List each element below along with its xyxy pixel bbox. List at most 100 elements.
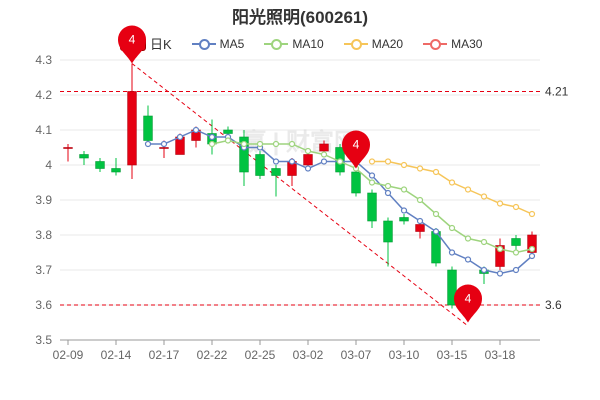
candle-body <box>351 171 361 194</box>
x-tick-label: 03-15 <box>437 348 468 362</box>
legend-item-ma10[interactable]: MA10 <box>264 37 324 51</box>
y-tick-label: 4.1 <box>35 123 52 137</box>
ma5-point <box>512 266 520 274</box>
y-tick-label: 4 <box>45 158 52 172</box>
ma10-point <box>432 210 440 218</box>
ma10-point <box>416 196 424 204</box>
ma20-legend-icon <box>343 38 368 50</box>
candle <box>143 105 153 144</box>
ma5-point <box>320 158 328 165</box>
ma5-point <box>528 252 536 260</box>
legend: 日K MA5 MA10 MA20 MA30 <box>120 34 502 53</box>
legend-item-ma30[interactable]: MA30 <box>423 37 482 51</box>
ma5-point <box>368 172 376 179</box>
ma10-point <box>496 245 504 253</box>
x-tick-label: 03-18 <box>485 348 516 362</box>
candle-body <box>223 129 233 134</box>
pin-marker-label: 4 <box>129 33 136 47</box>
ma20-point <box>464 186 472 193</box>
ma5-point <box>464 256 472 263</box>
ma20-point <box>512 203 520 211</box>
x-tick-label: 03-07 <box>341 348 372 362</box>
candle <box>527 231 537 256</box>
ma10-point <box>240 140 248 148</box>
ma5-legend-icon <box>191 38 216 50</box>
candle <box>63 144 73 162</box>
candle <box>255 151 265 179</box>
y-tick-label: 4.3 <box>35 53 52 67</box>
ma5-point <box>400 207 408 214</box>
ma5-point <box>304 165 312 172</box>
ma10-point <box>464 235 472 242</box>
candle-body <box>447 269 457 306</box>
pin-marker-label: 4 <box>353 138 360 152</box>
ma20-point <box>528 210 536 218</box>
candle <box>447 266 457 309</box>
pin-marker-shape <box>118 25 146 64</box>
y-tick-label: 3.7 <box>35 263 52 277</box>
legend-ma20-label: MA20 <box>371 36 404 51</box>
candle-body <box>271 168 281 176</box>
reference-line-label: 4.21 <box>545 85 569 99</box>
ma5-point <box>432 228 440 235</box>
candle <box>127 63 137 179</box>
ma5-point <box>288 158 296 165</box>
legend-ma30-label: MA30 <box>451 36 483 51</box>
ma10-point <box>480 238 488 246</box>
ma10-point <box>400 186 408 193</box>
candle <box>383 217 393 267</box>
ma5-point <box>384 189 392 197</box>
candle-body <box>415 224 425 232</box>
x-tick-label: 02-22 <box>197 348 228 362</box>
candle-body <box>111 168 121 173</box>
x-tick-label: 03-02 <box>293 348 324 362</box>
pin-marker-shape <box>342 130 370 169</box>
pin-marker-shape <box>454 284 482 323</box>
legend-item-ma5[interactable]: MA5 <box>191 37 244 51</box>
candle <box>95 158 105 172</box>
candle-body <box>319 143 329 152</box>
y-tick-label: 3.5 <box>35 333 52 347</box>
pin-marker: 4 <box>118 25 146 64</box>
pin-marker: 4 <box>342 130 370 169</box>
candle <box>239 130 249 186</box>
candle-body <box>383 220 393 243</box>
candle-body <box>95 161 105 169</box>
candle-body <box>495 245 505 267</box>
candle-body <box>255 154 265 176</box>
candle-body <box>159 147 169 149</box>
x-tick-label: 03-10 <box>389 348 420 362</box>
ma10-point <box>448 224 456 232</box>
ma5-point <box>160 140 168 148</box>
chart-title: 阳光照明(600261) <box>231 8 369 27</box>
ma10-point <box>384 182 392 190</box>
candle-body <box>127 91 137 166</box>
ma20-point <box>496 200 504 207</box>
ma5-point <box>448 249 456 256</box>
ma10-point <box>320 151 328 158</box>
ma30-legend-icon <box>423 38 448 50</box>
ma5-point <box>192 126 200 134</box>
candle-body <box>367 192 377 222</box>
ma10-point <box>336 158 344 165</box>
candle <box>111 158 121 176</box>
ma10-point <box>272 140 280 148</box>
x-tick-label: 02-14 <box>101 348 132 362</box>
ma20-point <box>400 161 408 169</box>
ma10-point <box>224 137 232 144</box>
ma10-legend-icon <box>264 38 289 50</box>
ma10-point <box>288 140 296 148</box>
legend-item-ma20[interactable]: MA20 <box>343 36 404 51</box>
ma20-point <box>368 158 376 165</box>
pin-marker-label: 4 <box>465 292 472 306</box>
candle <box>79 151 89 165</box>
ma5-point <box>480 266 488 274</box>
ma20-point <box>432 168 440 176</box>
x-tick-label: 02-09 <box>53 348 84 362</box>
candle-body <box>143 115 153 141</box>
candle-body <box>527 234 537 253</box>
candle-body <box>63 147 73 149</box>
x-tick-label: 02-25 <box>245 348 276 362</box>
